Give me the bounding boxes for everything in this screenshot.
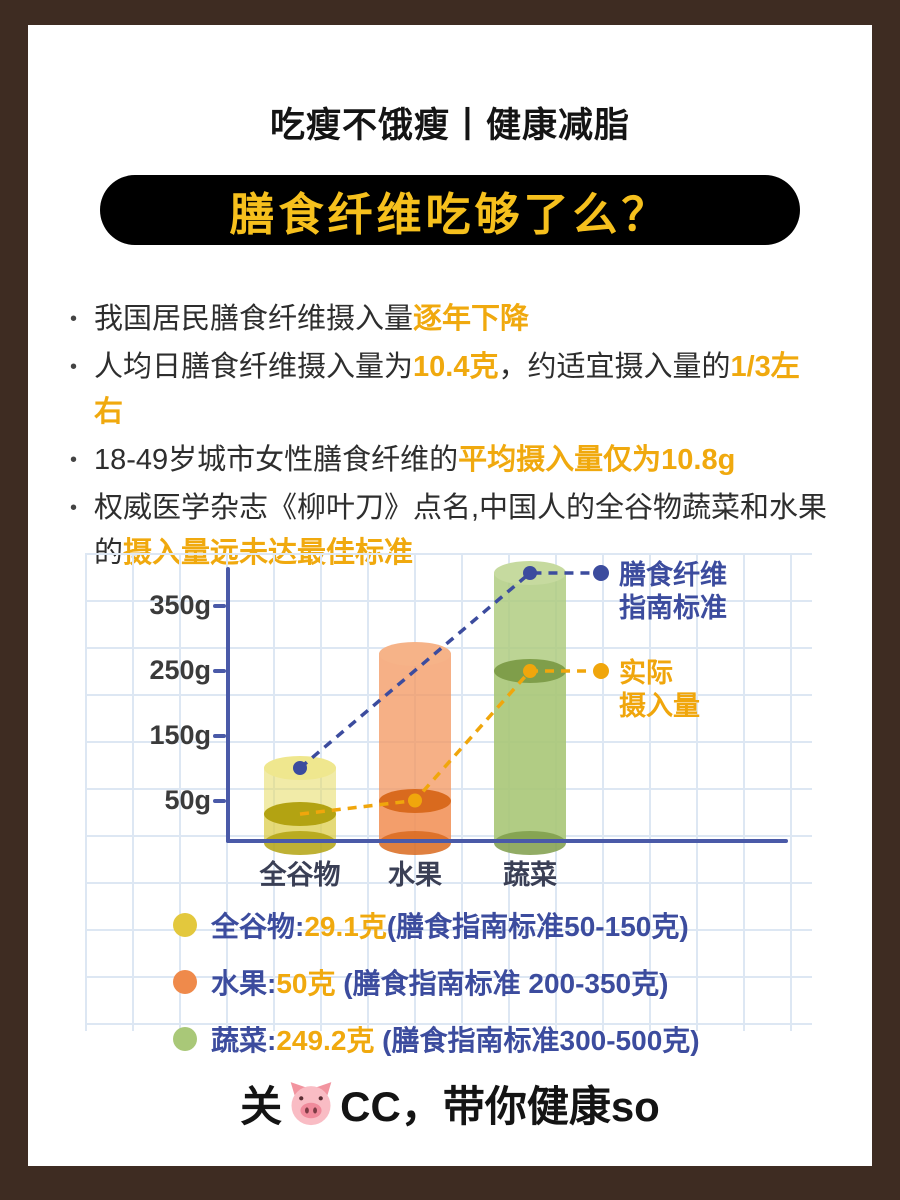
bullet-text: 18-49岁城市女性膳食纤维的 bbox=[94, 444, 459, 476]
y-axis bbox=[226, 567, 230, 843]
legend-row: 蔬菜:249.2克 (膳食指南标准300-500克) bbox=[173, 1019, 700, 1059]
page-title: 膳食纤维吃够了么？ bbox=[229, 188, 671, 240]
guide-legend-dot bbox=[593, 565, 609, 581]
actual-legend-dot bbox=[593, 663, 609, 680]
legend-name: 蔬菜: bbox=[211, 1025, 277, 1056]
pig-icon bbox=[285, 1078, 337, 1130]
bullet-item: 18-49岁城市女性膳食纤维的平均摄入量仅为10.8g bbox=[64, 438, 828, 483]
actual-legend-label: 实际 摄入量 bbox=[619, 658, 700, 722]
y-axis-tick-label: 250g bbox=[149, 654, 211, 685]
bullet-text: 我国居民膳食纤维摄入量 bbox=[94, 303, 414, 335]
bullet-item: 人均日膳食纤维摄入量为10.4克，约适宜摄入量的1/3左右 bbox=[64, 345, 828, 435]
legend-standard: (膳食指南标准 200-350克) bbox=[335, 968, 669, 999]
bar-actual-fill bbox=[494, 671, 566, 843]
y-axis-tick bbox=[213, 798, 226, 803]
y-axis-tick-label: 150g bbox=[149, 719, 211, 750]
footer-prefix: 关 bbox=[240, 1083, 283, 1130]
legend-dot bbox=[173, 1027, 197, 1051]
legend-row: 水果:50克 (膳食指南标准 200-350克) bbox=[173, 962, 700, 1002]
y-axis-tick bbox=[213, 668, 226, 673]
bar-actual-level bbox=[379, 788, 451, 813]
legend-text: 全谷物:29.1克(膳食指南标准50-150克) bbox=[211, 905, 689, 945]
bullet-highlight: 平均摄入量仅为10.8g bbox=[458, 444, 736, 476]
bar-actual-level bbox=[264, 802, 336, 827]
y-axis-tick bbox=[213, 603, 226, 608]
x-axis-category-label: 水果 bbox=[388, 860, 442, 890]
bar-bottom-ellipse bbox=[494, 831, 566, 855]
bar-bottom-ellipse bbox=[264, 831, 336, 855]
subtitle: 吃瘦不饿瘦丨健康减脂 bbox=[269, 106, 630, 145]
x-axis bbox=[226, 839, 788, 843]
legend-text: 水果:50克 (膳食指南标准 200-350克) bbox=[211, 962, 668, 1002]
y-axis-tick-label: 50g bbox=[164, 784, 211, 815]
bar-actual-level bbox=[494, 659, 566, 684]
x-axis-category-label: 蔬菜 bbox=[503, 860, 557, 890]
legend-value: 50克 bbox=[276, 968, 336, 999]
bullet-highlight: 10.4克 bbox=[413, 351, 499, 383]
footer-suffix: CC，带你健康so bbox=[340, 1083, 660, 1130]
legend-name: 水果: bbox=[211, 968, 277, 999]
bar-top-ellipse bbox=[494, 561, 566, 585]
guide-legend-label: 膳食纤维 指南标准 bbox=[619, 560, 727, 623]
legend-value: 29.1克 bbox=[304, 911, 387, 942]
legend-name: 全谷物: bbox=[211, 911, 305, 942]
legend-dot bbox=[173, 970, 197, 994]
chart-legend: 全谷物:29.1克(膳食指南标准50-150克) 水果:50克 (膳食指南标准 2… bbox=[173, 905, 700, 1059]
bar-bottom-ellipse bbox=[379, 831, 451, 855]
y-axis-tick bbox=[213, 733, 226, 738]
legend-standard: (膳食指南标准300-500克) bbox=[374, 1025, 700, 1056]
bullet-text: ，约适宜摄入量的 bbox=[498, 351, 731, 383]
legend-text: 蔬菜:249.2克 (膳食指南标准300-500克) bbox=[211, 1019, 700, 1059]
footer-text: 关 CC，带你健康so bbox=[28, 1073, 872, 1134]
x-axis-category-label: 全谷物 bbox=[259, 860, 341, 890]
legend-value: 249.2克 bbox=[276, 1025, 375, 1056]
bullet-text: 人均日膳食纤维摄入量为 bbox=[94, 351, 414, 383]
bullet-item: 我国居民膳食纤维摄入量逐年下降 bbox=[64, 297, 828, 342]
legend-standard: (膳食指南标准50-150克) bbox=[386, 911, 689, 942]
poster-card: 吃瘦不饿瘦丨健康减脂 膳食纤维吃够了么？ 我国居民膳食纤维摄入量逐年下降人均日膳… bbox=[28, 25, 872, 1166]
y-axis-tick-label: 350g bbox=[149, 589, 211, 620]
legend-row: 全谷物:29.1克(膳食指南标准50-150克) bbox=[173, 905, 700, 945]
bullet-highlight: 1/3左右 bbox=[94, 351, 800, 428]
bullet-highlight: 逐年下降 bbox=[413, 303, 530, 335]
bullet-list: 我国居民膳食纤维摄入量逐年下降人均日膳食纤维摄入量为10.4克，约适宜摄入量的1… bbox=[64, 297, 828, 579]
bar-top-ellipse bbox=[264, 756, 336, 780]
fiber-intake-chart: 全谷物:29.1克(膳食指南标准50-150克) 水果:50克 (膳食指南标准 2… bbox=[85, 553, 812, 1056]
title-pill: 膳食纤维吃够了么？ bbox=[100, 175, 800, 245]
legend-dot bbox=[173, 913, 197, 937]
